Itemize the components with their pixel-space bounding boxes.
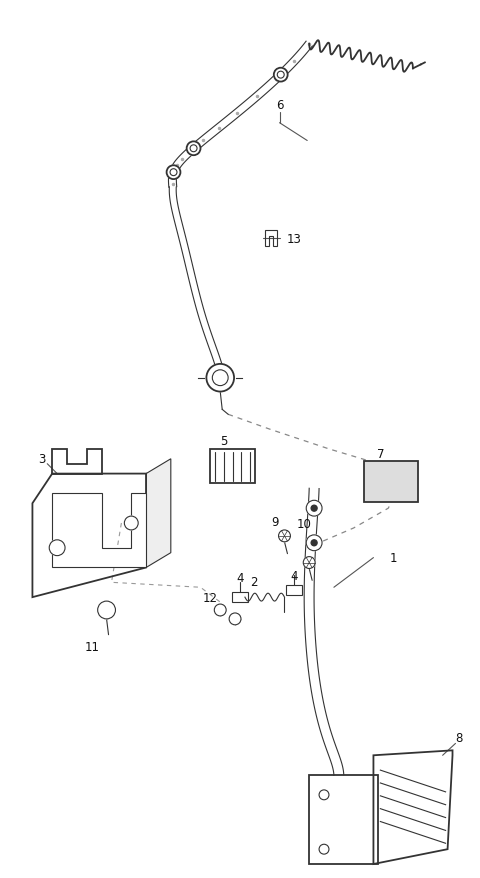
Text: 13: 13 bbox=[287, 233, 302, 246]
Text: 7: 7 bbox=[377, 448, 384, 461]
Circle shape bbox=[167, 166, 180, 180]
Text: 10: 10 bbox=[297, 517, 312, 530]
Text: 4: 4 bbox=[290, 569, 298, 582]
Circle shape bbox=[306, 500, 322, 516]
Circle shape bbox=[278, 530, 290, 543]
Polygon shape bbox=[146, 459, 171, 568]
Circle shape bbox=[311, 506, 317, 512]
FancyBboxPatch shape bbox=[363, 461, 418, 503]
Circle shape bbox=[214, 604, 226, 616]
Circle shape bbox=[187, 142, 201, 156]
Text: 8: 8 bbox=[456, 731, 463, 745]
Circle shape bbox=[229, 613, 241, 625]
Polygon shape bbox=[52, 493, 146, 568]
Text: 12: 12 bbox=[203, 591, 218, 604]
Circle shape bbox=[206, 364, 234, 392]
Text: 4: 4 bbox=[236, 572, 244, 584]
Circle shape bbox=[306, 536, 322, 551]
Circle shape bbox=[303, 557, 315, 569]
Circle shape bbox=[311, 540, 317, 546]
Text: 6: 6 bbox=[276, 99, 283, 112]
Circle shape bbox=[274, 68, 288, 83]
Text: 5: 5 bbox=[220, 435, 228, 448]
Circle shape bbox=[124, 516, 138, 530]
Text: 9: 9 bbox=[271, 515, 278, 528]
Circle shape bbox=[97, 601, 116, 619]
Circle shape bbox=[49, 540, 65, 556]
Text: 3: 3 bbox=[38, 453, 46, 465]
Text: 11: 11 bbox=[84, 640, 99, 653]
Text: 1: 1 bbox=[389, 551, 397, 565]
Text: 2: 2 bbox=[250, 575, 258, 588]
